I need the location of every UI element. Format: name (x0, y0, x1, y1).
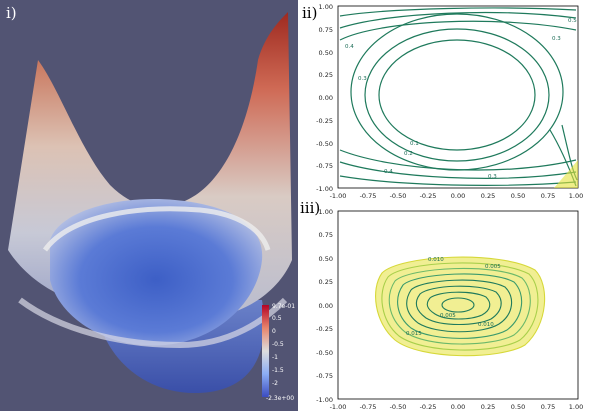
x-tick-label: 0.50 (511, 192, 525, 200)
colorbar-min-label: -2.3e+00 (266, 395, 294, 402)
colorbar-tick: 0.5 (272, 315, 282, 322)
contour-line (339, 7, 577, 17)
x-tick-label: -0.25 (420, 403, 437, 411)
x-tick-label: 0.25 (481, 192, 495, 200)
x-axis-bottom: -1.00 -0.75 -0.50 -0.25 0.00 0.25 0.50 0… (330, 403, 584, 411)
colorbar-tick: -2 (272, 380, 278, 387)
colorbar-tick: -1 (272, 354, 278, 361)
colorbar-tick: -1.5 (272, 367, 284, 374)
contour-value-label: 0.4 (345, 44, 354, 50)
contour-line (378, 39, 536, 151)
y-tick-label: -0.50 (316, 349, 333, 357)
y-tick-label: -0.50 (316, 140, 333, 148)
contour-plot-top: 0.3 0.4 0.3 0.5 0.1 0.2 0.4 0.3 1.00 0.7… (300, 0, 590, 200)
surface-plot: 9.7e-01 0.5 0 -0.5 -1 -1.5 -2 -2.3e+00 (0, 0, 298, 411)
colorbar (262, 305, 269, 397)
plot-area-top: 0.3 0.4 0.3 0.5 0.1 0.2 0.4 0.3 (337, 5, 579, 189)
contour-edge-fill (375, 257, 545, 356)
surface-rim (42, 206, 271, 252)
y-axis-top: 1.00 0.75 0.50 0.25 0.00 -0.25 -0.50 -0.… (316, 3, 333, 193)
contour-line (381, 262, 539, 351)
y-tick-label: -0.75 (316, 162, 333, 170)
surface-bowl (50, 199, 263, 346)
y-tick-label: 0.25 (319, 71, 333, 79)
contour-value-label: 0.3 (552, 36, 561, 42)
contour-value-label: 0.5 (568, 18, 577, 24)
contour-value-label: 0.3 (358, 76, 367, 82)
contour-line (339, 149, 577, 171)
contour-line (397, 273, 523, 339)
x-tick-label: 1.00 (569, 403, 583, 411)
contour-line (375, 256, 546, 357)
contour-value-label: 0.015 (406, 331, 422, 337)
contour-value-label: 0.4 (384, 169, 393, 175)
contour-plot-bottom: 0.010 0.005 0.005 0.010 0.015 1.00 0.75 … (300, 199, 590, 411)
x-tick-label: -1.00 (330, 403, 347, 411)
contour-line (339, 175, 577, 186)
y-tick-label: -0.25 (316, 325, 333, 333)
surface-front-edge (18, 297, 288, 349)
contour-fill-corner (554, 160, 578, 188)
y-tick-label: 0.75 (319, 231, 333, 239)
contour-line (339, 161, 577, 179)
x-tick-label: 0.25 (481, 403, 495, 411)
y-tick-label: 0.50 (319, 49, 333, 57)
y-tick-label: -0.75 (316, 372, 333, 380)
x-tick-label: -0.50 (390, 192, 407, 200)
x-tick-label: -0.50 (390, 403, 407, 411)
contour-value-label: 0.1 (410, 141, 419, 147)
contour-line (415, 285, 502, 325)
y-tick-label: 0.50 (319, 255, 333, 263)
y-tick-label: 1.00 (319, 208, 333, 216)
x-tick-label: 1.00 (569, 192, 583, 200)
y-tick-label: 0.00 (319, 94, 333, 102)
contour-line (339, 20, 577, 41)
contour-line (388, 267, 531, 345)
y-tick-label: 1.00 (319, 3, 333, 11)
contour-line (426, 291, 491, 320)
contour-value-label: 0.2 (404, 151, 413, 157)
x-tick-label: 0.50 (511, 403, 525, 411)
x-tick-label: 0.00 (451, 192, 465, 200)
x-tick-label: 0.75 (541, 403, 555, 411)
panel-label-ii: ii) (302, 4, 318, 22)
contour-line (441, 297, 475, 313)
surface-plot-panel: 9.7e-01 0.5 0 -0.5 -1 -1.5 -2 -2.3e+00 i… (0, 0, 298, 411)
y-axis-bottom: 1.00 0.75 0.50 0.25 0.00 -0.25 -0.50 -0.… (316, 208, 333, 404)
colorbar-tick: -0.5 (272, 341, 284, 348)
contour-line (364, 28, 550, 162)
y-tick-label: -1.00 (316, 185, 333, 193)
panel-label-iii: iii) (300, 199, 321, 217)
contour-line (406, 279, 513, 333)
x-axis-top: -1.00 -0.75 -0.50 -0.25 0.00 0.25 0.50 0… (330, 192, 584, 200)
contour-value-label: 0.010 (478, 322, 494, 328)
colorbar-tick: 0 (272, 328, 276, 335)
x-tick-label: 0.00 (451, 403, 465, 411)
contour-value-label: 0.3 (488, 174, 497, 180)
y-tick-label: 0.00 (319, 302, 333, 310)
contour-line (339, 11, 577, 29)
x-tick-label: -1.00 (330, 192, 347, 200)
x-tick-label: -0.25 (420, 192, 437, 200)
y-tick-label: -1.00 (316, 396, 333, 404)
contour-value-label: 0.010 (428, 257, 444, 263)
contour-value-label: 0.005 (440, 313, 456, 319)
contour-value-label: 0.005 (485, 264, 501, 270)
plot-area-bottom: 0.010 0.005 0.005 0.010 0.015 (337, 210, 579, 400)
panel-label-i: i) (6, 4, 17, 22)
y-tick-label: 0.75 (319, 26, 333, 34)
x-tick-label: 0.75 (541, 192, 555, 200)
x-tick-label: -0.75 (360, 403, 377, 411)
y-tick-label: 0.25 (319, 278, 333, 286)
x-tick-label: -0.75 (360, 192, 377, 200)
y-tick-label: -0.25 (316, 117, 333, 125)
colorbar-max-label: 9.7e-01 (272, 303, 295, 310)
